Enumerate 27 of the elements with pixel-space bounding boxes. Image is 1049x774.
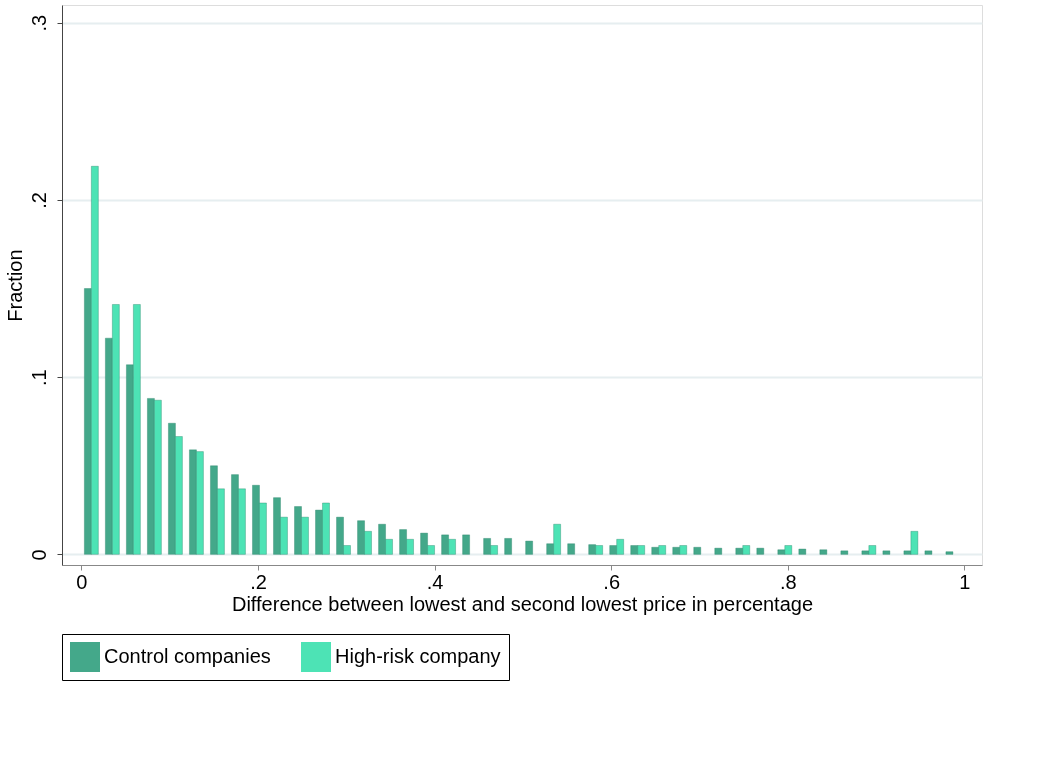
legend-label: Control companies: [104, 645, 271, 667]
y-axis-title: Fraction: [3, 249, 26, 322]
bar: [945, 551, 954, 555]
x-axis-title: Difference between lowest and second lowest price in percentage: [231, 592, 814, 615]
legend-label: High-risk company: [335, 645, 501, 667]
y-tick-label: .3: [27, 14, 50, 32]
y-tick-label: .2: [27, 192, 50, 209]
bar: [714, 547, 723, 555]
bar: [462, 534, 470, 555]
bar: [798, 548, 807, 555]
bar: [504, 538, 512, 555]
bar: [840, 550, 849, 555]
y-tick-label: 0: [27, 549, 50, 561]
x-tick-label: 0: [76, 570, 88, 593]
bar: [525, 540, 533, 555]
bar: [882, 550, 891, 555]
x-tick-label: .4: [426, 570, 444, 593]
x-tick-label: .6: [603, 570, 621, 593]
x-tick-label: .2: [250, 570, 267, 593]
bar: [756, 547, 765, 555]
bar: [819, 549, 828, 555]
x-tick-label: 1: [959, 570, 971, 593]
x-tick-label: .8: [779, 570, 797, 593]
bar: [567, 543, 575, 555]
bar: [693, 546, 702, 555]
bar: [924, 550, 933, 555]
y-tick-label: .1: [27, 369, 50, 386]
